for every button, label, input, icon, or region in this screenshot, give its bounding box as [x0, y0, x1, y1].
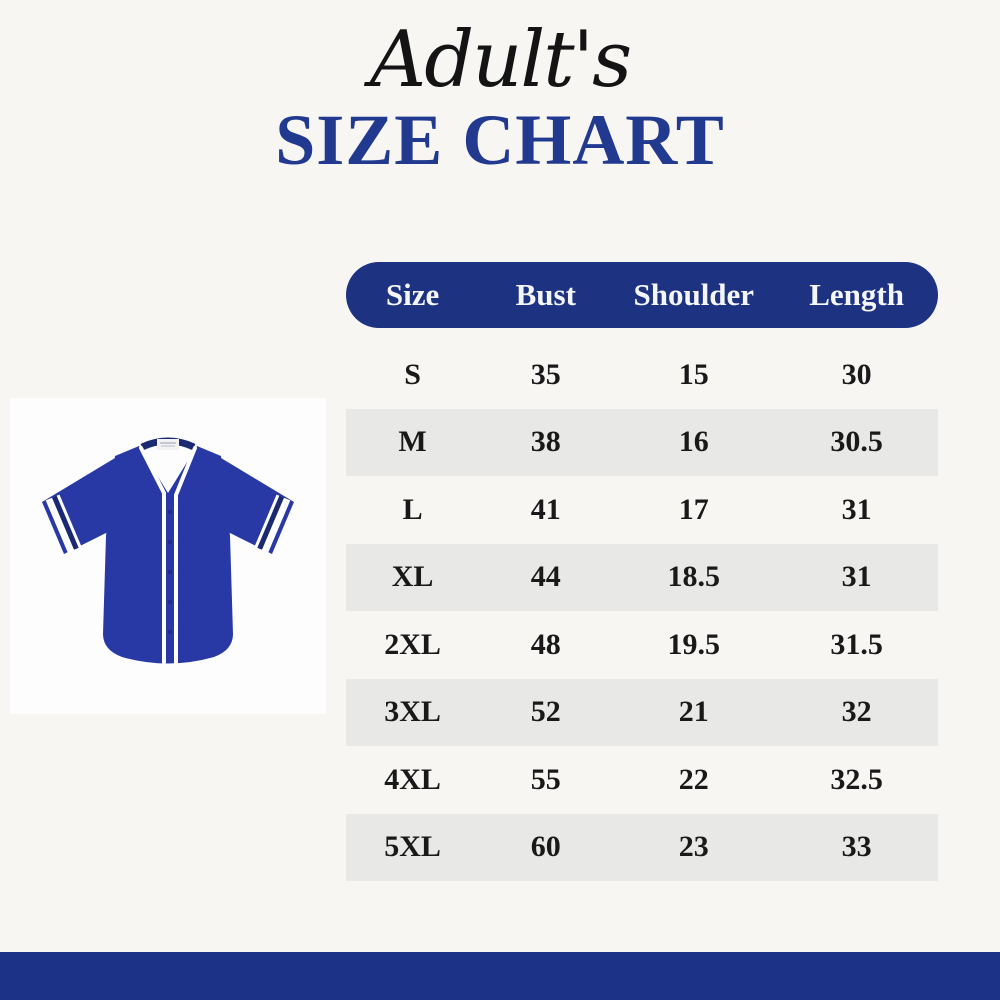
cell-bust: 44 [530, 560, 561, 594]
cell-shoulder: 23 [678, 830, 709, 864]
cell-size: 4XL [384, 762, 441, 796]
size-chart-table: Size Bust Shoulder Length S 35 15 30 M 3… [346, 262, 938, 881]
cell-size: 2XL [384, 627, 441, 661]
cell-length: 31.5 [830, 627, 883, 661]
cell-shoulder: 16 [678, 425, 709, 459]
column-header-length: Length [809, 277, 904, 312]
right-sleeve [221, 458, 294, 554]
table-row: M 38 16 30.5 [346, 408, 938, 476]
cell-length: 31 [841, 492, 872, 526]
table-body: S 35 15 30 M 38 16 30.5 L 41 17 31 XL 44… [346, 341, 938, 881]
table-row: S 35 15 30 [346, 341, 938, 409]
cell-shoulder: 15 [678, 357, 709, 391]
cell-length: 32 [841, 695, 872, 729]
jersey-product-photo [10, 398, 326, 714]
left-placket-piping [139, 446, 166, 664]
jersey-buttons [167, 509, 173, 635]
jersey-torso [103, 446, 233, 664]
cell-bust: 55 [530, 762, 561, 796]
cell-size: 3XL [384, 695, 441, 729]
cell-shoulder: 22 [678, 762, 709, 796]
cell-size: S [404, 357, 421, 391]
cell-size: XL [391, 560, 434, 594]
table-header-row: Size Bust Shoulder Length [346, 262, 938, 328]
right-placket-piping [174, 446, 197, 665]
page-title: SIZE CHART [275, 100, 725, 180]
cell-bust: 48 [530, 627, 561, 661]
script-title: Adult's [369, 15, 632, 105]
cell-shoulder: 18.5 [667, 560, 721, 594]
cell-bust: 38 [530, 425, 561, 459]
table-row: L 41 17 31 [346, 476, 938, 544]
cell-bust: 35 [530, 357, 561, 391]
cell-length: 33 [841, 830, 872, 864]
cell-bust: 41 [530, 492, 561, 526]
table-row: 5XL 60 23 33 [346, 813, 938, 881]
cell-bust: 60 [530, 830, 561, 864]
cell-shoulder: 17 [678, 492, 709, 526]
collar-tag [157, 439, 179, 450]
table-row: 3XL 52 21 32 [346, 678, 938, 746]
table-row: 4XL 55 22 32.5 [346, 746, 938, 814]
cell-shoulder: 21 [678, 695, 709, 729]
cell-size: L [402, 492, 423, 526]
bottom-accent-bar [0, 952, 1000, 1000]
cell-length: 30 [841, 357, 872, 391]
table-row: XL 44 18.5 31 [346, 543, 938, 611]
baseball-jersey-illustration [42, 437, 294, 665]
cell-length: 31 [841, 560, 872, 594]
column-header-bust: Bust [515, 277, 576, 312]
cell-size: M [398, 425, 427, 459]
column-header-size: Size [385, 277, 440, 312]
cell-length: 30.5 [830, 425, 883, 459]
column-header-shoulder: Shoulder [633, 277, 755, 312]
cell-bust: 52 [530, 695, 561, 729]
cell-length: 32.5 [830, 762, 883, 796]
cell-size: 5XL [384, 830, 441, 864]
cell-shoulder: 19.5 [667, 627, 721, 661]
left-sleeve [42, 458, 115, 554]
table-row: 2XL 48 19.5 31.5 [346, 611, 938, 679]
